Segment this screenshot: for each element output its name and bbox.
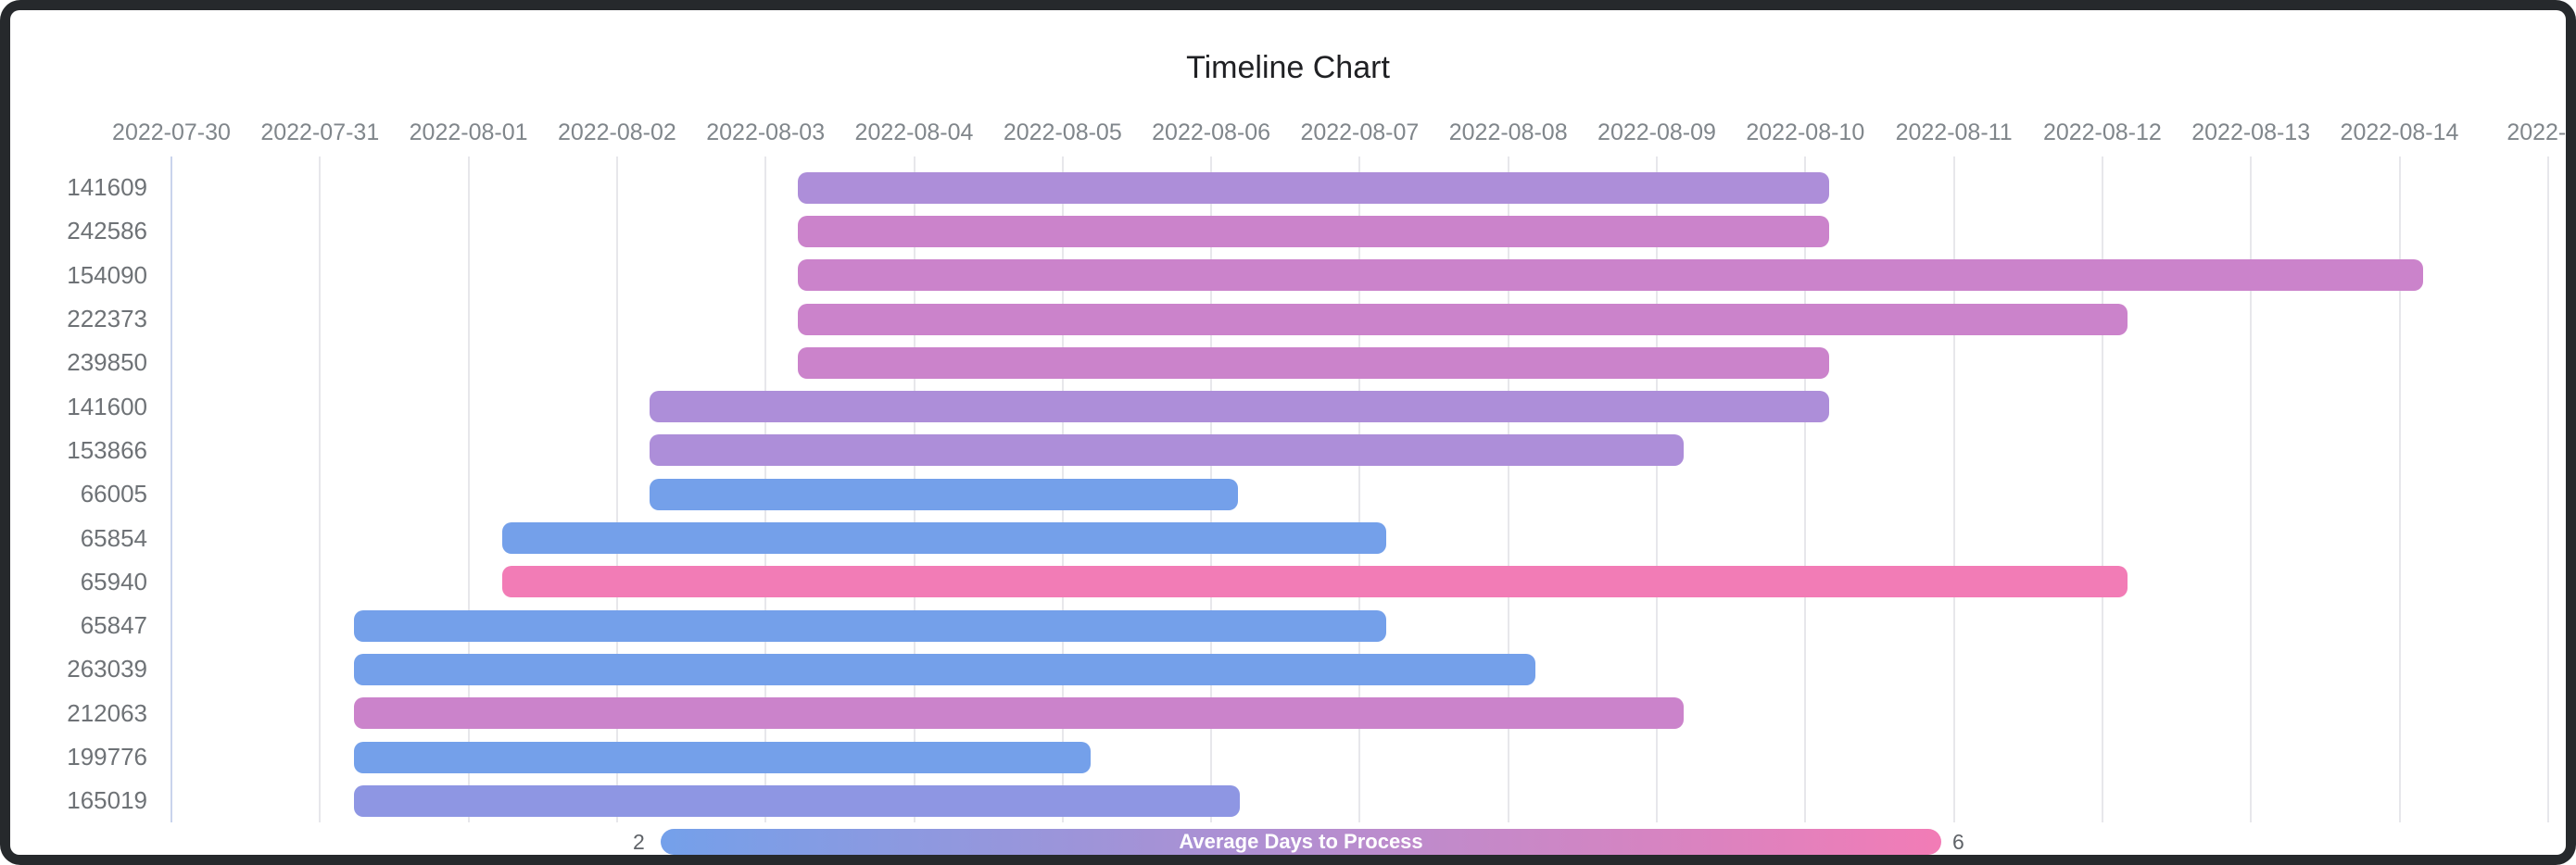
gridline	[2546, 157, 2549, 822]
timeline-bar-199776[interactable]	[354, 741, 1092, 773]
x-axis-tick-label: 2022-08-11	[1895, 119, 2013, 145]
y-axis-label: 65847	[80, 611, 147, 640]
gridline	[2398, 157, 2401, 822]
gridline	[2250, 157, 2253, 822]
legend-max-label: 6	[1952, 830, 1964, 854]
timeline-bar-263039[interactable]	[354, 653, 1535, 685]
y-axis-label: 153866	[67, 435, 147, 464]
y-axis-label: 65940	[80, 567, 147, 595]
timeline-bar-153866[interactable]	[650, 434, 1684, 467]
gridline	[1804, 157, 1807, 822]
y-axis-label: 154090	[67, 260, 147, 289]
gridline	[1952, 157, 1955, 822]
legend-gradient-bar: Average Days to Process	[661, 829, 1941, 855]
timeline-bar-66005[interactable]	[650, 478, 1238, 510]
gridline	[2101, 157, 2103, 822]
y-axis-label: 165019	[67, 786, 147, 815]
gridline	[467, 157, 470, 822]
x-axis-tick-label: 2022-08-10	[1746, 119, 1865, 145]
x-axis-tick-label: 2022-08-06	[1152, 119, 1271, 145]
timeline-bar-242586[interactable]	[798, 215, 1829, 247]
x-axis-tick-label: 2022-08-01	[409, 119, 528, 145]
timeline-bar-154090[interactable]	[798, 259, 2424, 292]
gridline	[1656, 157, 1658, 822]
legend: 2 Average Days to Process 6	[10, 829, 2566, 855]
x-axis-tick-label: 2022-07-31	[260, 119, 380, 145]
timeline-bar-212063[interactable]	[354, 697, 1684, 730]
y-axis-label: 66005	[80, 480, 147, 508]
gridline	[319, 157, 322, 822]
x-axis-tick-label: 2022-08-04	[854, 119, 974, 145]
x-axis-tick-label: 2022-08-07	[1300, 119, 1420, 145]
x-axis-tick-label: 2022-08-03	[706, 119, 826, 145]
legend-min-label: 2	[633, 830, 645, 854]
timeline-bar-222373[interactable]	[798, 303, 2128, 335]
y-axis-label: 199776	[67, 743, 147, 771]
gridline	[170, 157, 172, 822]
x-axis-tick-label: 2022-08-05	[1003, 119, 1122, 145]
x-axis-tick-label: 2022-08-13	[2191, 119, 2311, 145]
timeline-bar-65847[interactable]	[354, 609, 1387, 642]
chart-canvas: Timeline Chart 2022-07-30 2022-07-31 2022-…	[10, 10, 2566, 855]
timeline-bar-65940[interactable]	[502, 566, 2128, 598]
y-axis-label: 222373	[67, 305, 147, 333]
y-axis-label: 242586	[67, 217, 147, 245]
y-axis-label: 212063	[67, 698, 147, 727]
chart-title: Timeline Chart	[1186, 50, 1390, 85]
y-axis-label: 141609	[67, 173, 147, 202]
x-axis-tick-label: 2022-08-02	[557, 119, 676, 145]
gridline	[1507, 157, 1509, 822]
x-axis-tick-label: 2022-08-12	[2042, 119, 2162, 145]
x-axis-tick-label: 2022-…	[2507, 119, 2566, 145]
timeline-bar-239850[interactable]	[798, 346, 1829, 379]
x-axis-tick-label: 2022-08-14	[2340, 119, 2459, 145]
y-axis-label: 65854	[80, 523, 147, 552]
x-axis-tick-label: 2022-08-08	[1448, 119, 1568, 145]
x-axis-tick-label: 2022-08-09	[1597, 119, 1716, 145]
gridline	[1358, 157, 1361, 822]
gridline	[615, 157, 618, 822]
y-axis-label: 239850	[67, 348, 147, 377]
timeline-bar-65854[interactable]	[502, 522, 1387, 555]
x-axis-tick-label: 2022-07-30	[112, 119, 231, 145]
y-axis-label: 263039	[67, 655, 147, 683]
timeline-bar-141600[interactable]	[650, 391, 1829, 423]
timeline-bar-165019[interactable]	[354, 784, 1240, 817]
timeline-bar-141609[interactable]	[798, 171, 1829, 204]
y-axis-label: 141600	[67, 392, 147, 420]
legend-title: Average Days to Process	[1179, 830, 1423, 853]
